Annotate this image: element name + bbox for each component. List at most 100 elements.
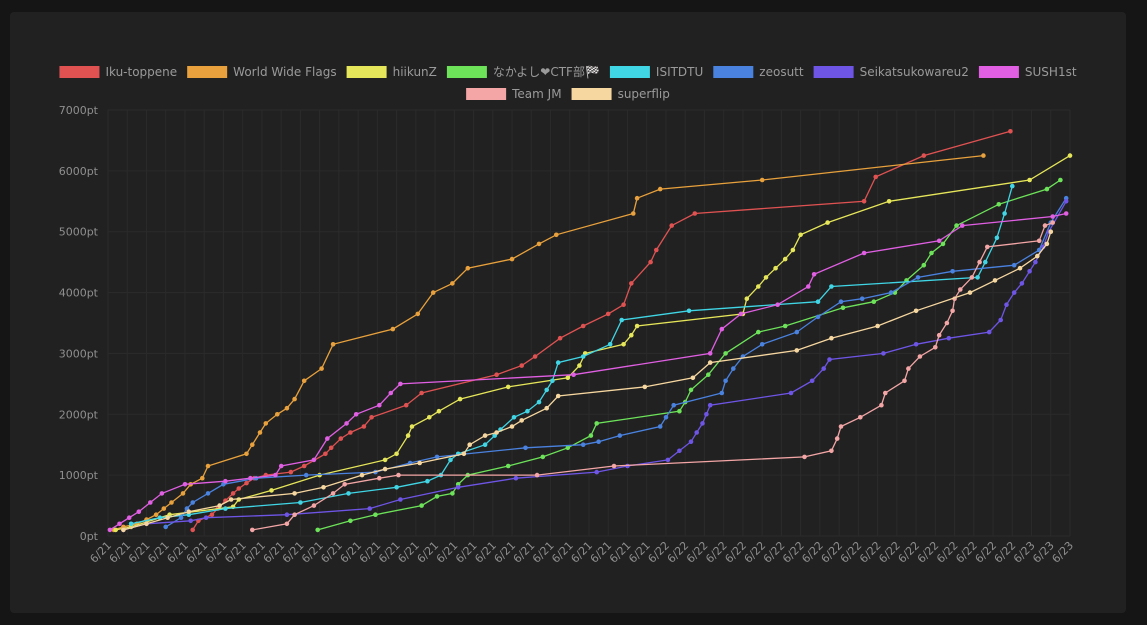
data-point bbox=[244, 480, 249, 486]
data-point bbox=[284, 512, 290, 517]
data-point bbox=[200, 475, 205, 481]
data-point bbox=[182, 482, 188, 487]
data-point bbox=[394, 451, 399, 457]
data-point bbox=[690, 375, 696, 381]
data-point bbox=[594, 421, 599, 426]
series-9 bbox=[121, 229, 1054, 533]
data-point bbox=[555, 360, 561, 365]
y-tick-label: 4000pt bbox=[59, 287, 99, 300]
data-point bbox=[829, 284, 834, 289]
data-point bbox=[186, 509, 192, 514]
data-point bbox=[159, 491, 165, 496]
data-point bbox=[377, 402, 382, 408]
data-point bbox=[153, 512, 159, 517]
data-point bbox=[806, 284, 811, 289]
data-point bbox=[692, 211, 698, 216]
data-point bbox=[861, 250, 867, 256]
data-point bbox=[992, 278, 998, 283]
data-point bbox=[977, 259, 982, 265]
data-point bbox=[782, 323, 788, 329]
data-point bbox=[427, 415, 432, 420]
data-point bbox=[144, 521, 149, 527]
legend-label: Team JM bbox=[511, 87, 561, 101]
data-point bbox=[236, 486, 242, 491]
data-point bbox=[981, 153, 986, 158]
data-point bbox=[829, 335, 834, 341]
data-point bbox=[686, 308, 692, 314]
data-point bbox=[580, 442, 586, 448]
data-point bbox=[794, 329, 800, 335]
data-point bbox=[434, 454, 440, 460]
data-point bbox=[511, 415, 517, 420]
data-point bbox=[996, 202, 1002, 207]
data-point bbox=[292, 491, 297, 496]
data-point bbox=[509, 424, 515, 429]
data-point bbox=[815, 314, 821, 320]
data-point bbox=[873, 174, 878, 180]
data-point bbox=[815, 299, 821, 305]
data-point bbox=[858, 415, 863, 420]
data-point bbox=[669, 223, 674, 228]
data-point bbox=[571, 372, 576, 378]
data-point bbox=[1027, 269, 1032, 274]
data-point bbox=[1011, 290, 1017, 295]
series-line bbox=[123, 231, 1052, 531]
data-point bbox=[998, 317, 1003, 323]
data-point bbox=[986, 329, 992, 335]
data-point bbox=[719, 390, 725, 396]
data-point bbox=[292, 512, 297, 517]
data-point bbox=[554, 232, 559, 238]
data-point bbox=[540, 454, 546, 460]
data-point bbox=[330, 342, 336, 347]
data-point bbox=[390, 326, 396, 332]
data-point bbox=[303, 472, 309, 478]
data-point bbox=[1019, 281, 1025, 286]
data-point bbox=[494, 430, 499, 435]
data-point bbox=[505, 463, 511, 469]
legend-swatch bbox=[346, 66, 387, 78]
data-point bbox=[555, 393, 561, 399]
series-line bbox=[192, 130, 1011, 531]
data-point bbox=[596, 439, 601, 445]
data-point bbox=[382, 457, 388, 463]
data-point bbox=[278, 463, 284, 469]
data-point bbox=[330, 491, 336, 496]
data-point bbox=[509, 256, 515, 262]
data-point bbox=[657, 424, 663, 429]
data-point bbox=[756, 329, 761, 335]
data-point bbox=[126, 515, 132, 520]
data-point bbox=[648, 259, 653, 265]
data-point bbox=[434, 494, 440, 499]
y-tick-label: 6000pt bbox=[59, 165, 99, 178]
legend-label: SUSH1st bbox=[1025, 65, 1077, 79]
data-point bbox=[969, 275, 975, 280]
data-point bbox=[1002, 211, 1007, 216]
y-tick-label: 0pt bbox=[80, 530, 99, 543]
data-point bbox=[883, 390, 888, 396]
data-point bbox=[292, 396, 297, 402]
data-point bbox=[1063, 199, 1069, 204]
legend-label: World Wide Flags bbox=[233, 65, 336, 79]
data-point bbox=[1010, 183, 1015, 189]
data-point bbox=[665, 457, 671, 463]
data-point bbox=[983, 259, 988, 265]
data-point bbox=[161, 506, 167, 511]
data-point bbox=[775, 302, 780, 308]
data-point bbox=[298, 500, 303, 505]
data-point bbox=[338, 436, 344, 441]
data-point bbox=[688, 439, 694, 445]
data-point bbox=[121, 527, 126, 533]
data-point bbox=[425, 478, 430, 484]
data-point bbox=[1017, 265, 1023, 271]
data-point bbox=[536, 241, 542, 247]
data-point bbox=[985, 244, 990, 250]
data-point bbox=[657, 186, 663, 192]
data-point bbox=[936, 332, 942, 338]
data-point bbox=[621, 302, 626, 308]
data-point bbox=[465, 265, 471, 271]
data-point bbox=[1008, 129, 1013, 134]
data-point bbox=[790, 247, 796, 253]
data-point bbox=[802, 454, 807, 460]
data-point bbox=[513, 475, 519, 481]
data-point bbox=[921, 262, 927, 268]
